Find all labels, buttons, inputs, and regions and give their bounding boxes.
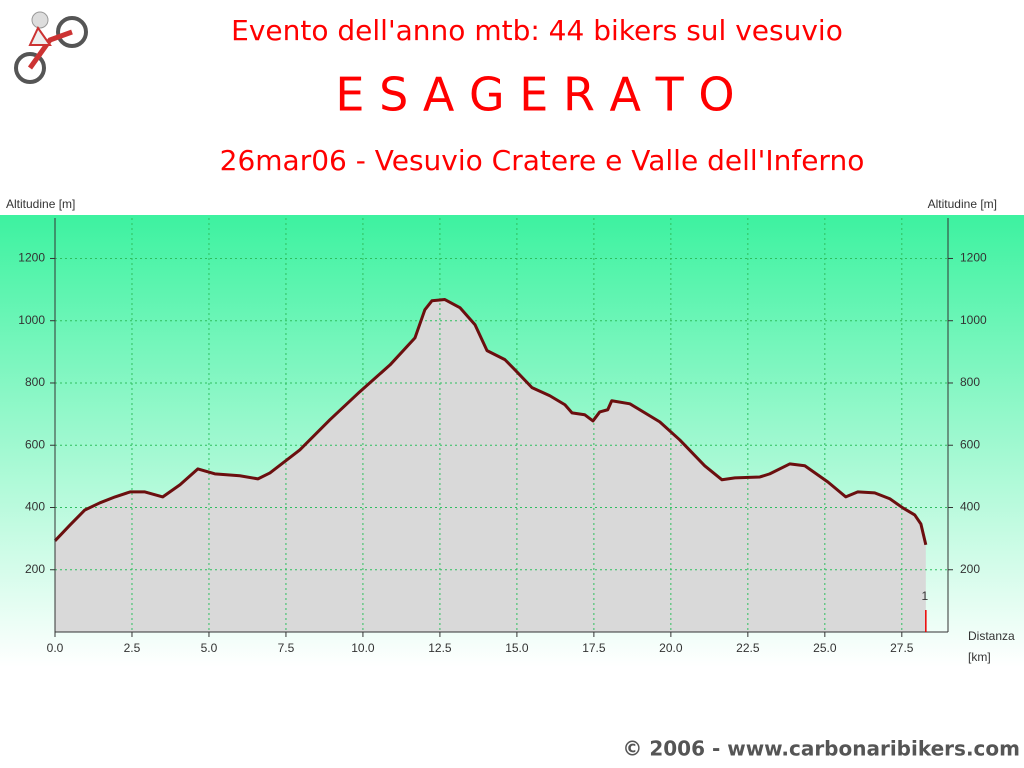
x-tick-label: 20.0: [659, 641, 683, 655]
bike-logo: [14, 11, 88, 84]
x-tick-label: 5.0: [201, 641, 218, 655]
x-tick-label: 12.5: [428, 641, 452, 655]
marker-label: 1: [921, 589, 928, 603]
y-tick-label: 200: [960, 562, 980, 576]
subtitle: 26mar06 - Vesuvio Cratere e Valle dell'I…: [220, 144, 865, 177]
elevation-line: [53, 298, 928, 546]
y-tick-label: 800: [25, 375, 45, 389]
y-tick-label: 1000: [960, 313, 987, 327]
x-tick-label: 27.5: [890, 641, 914, 655]
y-tick-label: 1200: [18, 251, 45, 265]
y-tick-label: 600: [960, 437, 980, 451]
y-tick-label: 1200: [960, 251, 987, 265]
x-tick-label: 25.0: [813, 641, 837, 655]
x-tick-label: 15.0: [505, 641, 529, 655]
footer: © 2006 - www.carbonaribikers.com: [622, 737, 1020, 761]
y-tick-label: 600: [25, 437, 45, 451]
y-axis-label: Altitudine [m]: [928, 197, 997, 211]
x-tick-label: 2.5: [124, 641, 141, 655]
x-axis-unit: [km]: [968, 650, 991, 664]
y-tick-label: 200: [25, 562, 45, 576]
headline: E S A G E R A T O: [335, 68, 734, 122]
plot: 0.0 2.5 5.0 7.5 10.0 12.5 15.0 17.5 20.0 22.5 25.0…: [18, 218, 987, 655]
y-tick-label: 1000: [18, 313, 45, 327]
x-tick-label: 22.5: [736, 641, 760, 655]
y-tick-label: 800: [960, 375, 980, 389]
area: [55, 299, 926, 632]
x-tick-label: 7.5: [278, 641, 295, 655]
y-axis-label: Altitudine [m]: [6, 197, 75, 211]
x-tick-label: 10.0: [351, 641, 375, 655]
x-tick-label: 17.5: [582, 641, 606, 655]
y-tick-label: 400: [960, 500, 980, 514]
x-tick-label: 0.0: [47, 641, 64, 655]
x-axis-label: Distanza: [968, 629, 1015, 643]
y-tick-label: 400: [25, 500, 45, 514]
title: Evento dell'anno mtb: 44 bikers sul vesu…: [231, 14, 843, 47]
